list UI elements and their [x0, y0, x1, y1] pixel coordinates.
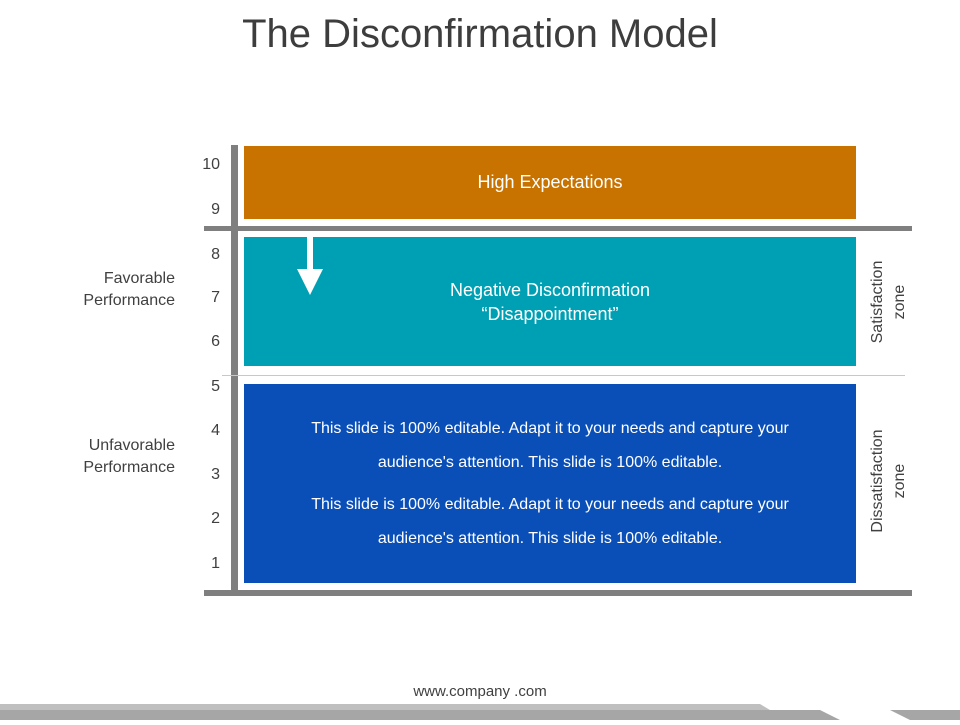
- dissatisfaction-line2: zone: [891, 463, 908, 499]
- footer-band: [0, 704, 960, 720]
- description-para1-line2: audience's attention. This slide is 100%…: [377, 453, 723, 471]
- axis-tick-8: 8: [211, 246, 220, 263]
- dissatisfaction-zone-label: Dissatisfaction zone: [867, 406, 911, 556]
- axis-tick-5: 5: [211, 378, 220, 395]
- page-title: The Disconfirmation Model: [242, 12, 718, 56]
- favorable-performance-label: Favorable Performance: [15, 268, 175, 312]
- axis-tick-10: 10: [202, 156, 220, 173]
- expectation-divider: [204, 226, 912, 231]
- negative-disconfirmation-box: Negative Disconfirmation “Disappointment…: [244, 237, 856, 366]
- zone-divider: [222, 375, 905, 376]
- axis-tick-7: 7: [211, 289, 220, 306]
- unfavorable-performance-label: Unfavorable Performance: [15, 435, 175, 479]
- description-box: This slide is 100% editable. Adapt it to…: [244, 384, 856, 583]
- axis-tick-4: 4: [211, 422, 220, 439]
- unfavorable-line2: Performance: [83, 459, 175, 476]
- disappointment-label: “Disappointment”: [481, 303, 619, 324]
- description-para2-line1: This slide is 100% editable. Adapt it to…: [311, 495, 789, 513]
- favorable-line1: Favorable: [103, 270, 175, 287]
- high-expectations-label: High Expectations: [477, 172, 623, 192]
- favorable-line2: Performance: [83, 292, 175, 309]
- description-para1-line1: This slide is 100% editable. Adapt it to…: [311, 419, 789, 437]
- dissatisfaction-line1: Dissatisfaction: [869, 429, 886, 533]
- unfavorable-line1: Unfavorable: [88, 437, 175, 454]
- negative-disconfirmation-label: Negative Disconfirmation: [449, 279, 651, 300]
- axis-tick-9: 9: [211, 201, 220, 218]
- axis-tick-2: 2: [211, 510, 220, 527]
- high-expectations-box: High Expectations: [244, 146, 856, 219]
- satisfaction-line1: Satisfaction: [869, 260, 886, 344]
- axis-tick-1: 1: [211, 555, 220, 572]
- horizontal-axis: [204, 590, 912, 596]
- axis-tick-6: 6: [211, 333, 220, 350]
- description-para2-line2: audience's attention. This slide is 100%…: [377, 529, 723, 547]
- satisfaction-zone-label: Satisfaction zone: [867, 227, 911, 377]
- satisfaction-line2: zone: [891, 284, 908, 320]
- footer-url: www.company .com: [413, 683, 547, 700]
- vertical-axis: [231, 145, 238, 596]
- axis-tick-3: 3: [211, 466, 220, 483]
- arrow-down-icon: [296, 237, 324, 297]
